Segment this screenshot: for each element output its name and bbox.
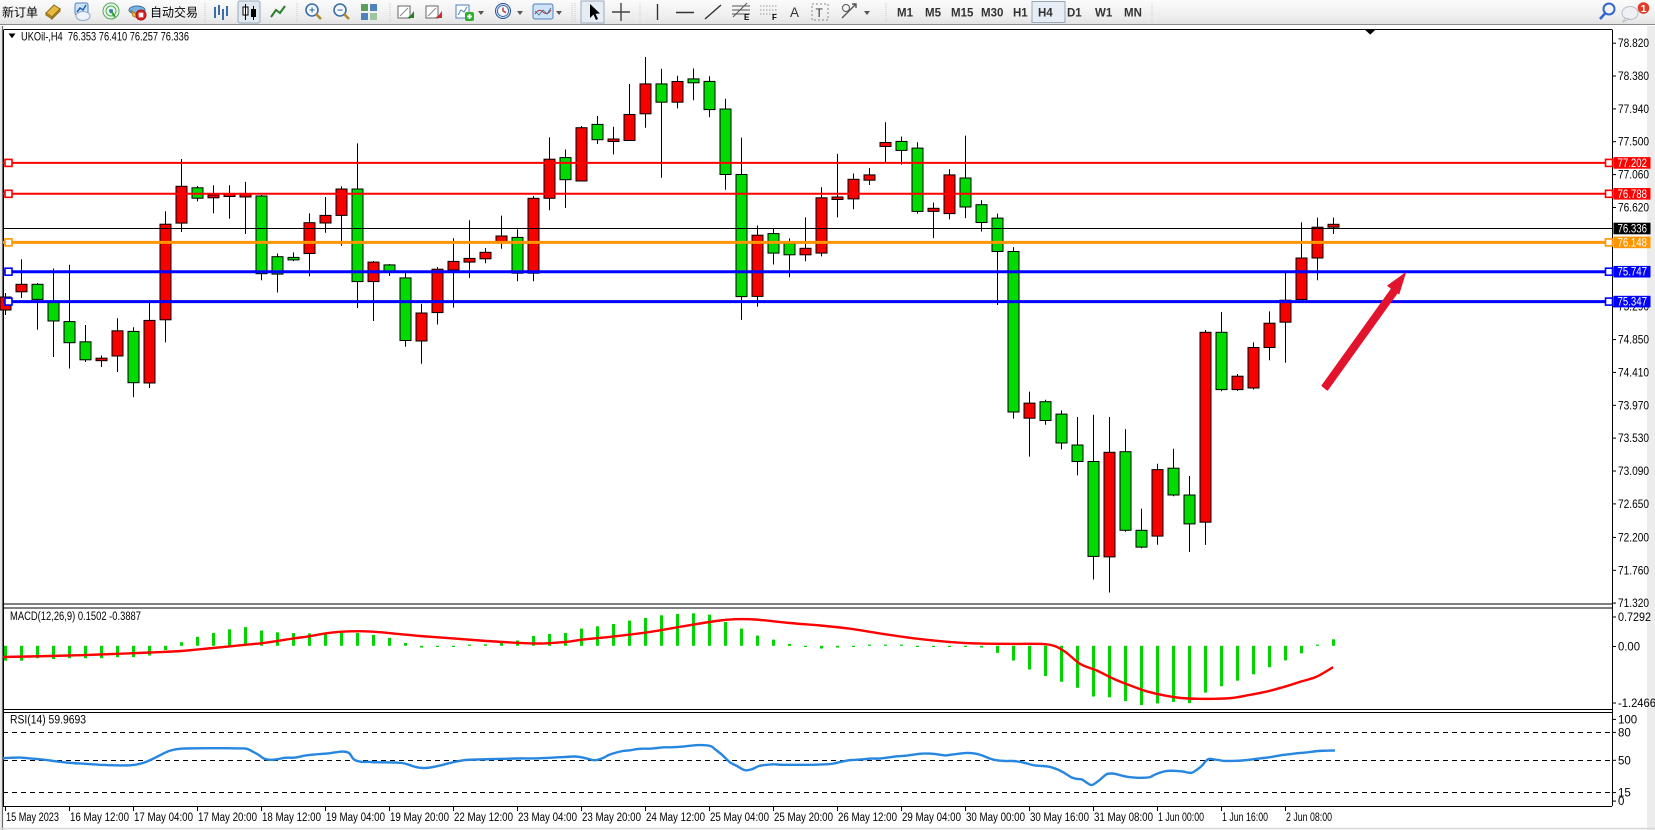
svg-text:73.090: 73.090 <box>1618 466 1649 478</box>
svg-text:75.347: 75.347 <box>1618 297 1648 309</box>
svg-text:RSI(14) 59.9693: RSI(14) 59.9693 <box>10 715 86 727</box>
svg-text:72.200: 72.200 <box>1618 532 1649 544</box>
svg-text:W1: W1 <box>1095 8 1113 20</box>
svg-text:73.530: 73.530 <box>1618 433 1649 445</box>
svg-text:73.970: 73.970 <box>1618 400 1649 412</box>
svg-text:16 May 12:00: 16 May 12:00 <box>70 812 129 824</box>
svg-text:M5: M5 <box>925 8 942 20</box>
svg-text:76.788: 76.788 <box>1618 189 1648 201</box>
svg-text:-1.2466: -1.2466 <box>1618 698 1655 710</box>
svg-text:24 May 12:00: 24 May 12:00 <box>646 812 705 824</box>
svg-text:2 Jun 08:00: 2 Jun 08:00 <box>1286 812 1332 824</box>
svg-text:MN: MN <box>1124 8 1142 20</box>
svg-text:+: + <box>309 6 315 17</box>
svg-text:0.00: 0.00 <box>1618 642 1640 654</box>
svg-text:H1: H1 <box>1013 8 1028 20</box>
svg-text:19 May 04:00: 19 May 04:00 <box>326 812 385 824</box>
svg-text:17 May 04:00: 17 May 04:00 <box>134 812 193 824</box>
svg-text:15 May 2023: 15 May 2023 <box>6 812 59 824</box>
svg-text:76.148: 76.148 <box>1618 237 1648 249</box>
svg-text:30 May 16:00: 30 May 16:00 <box>1030 812 1089 824</box>
svg-text:77.940: 77.940 <box>1618 104 1649 116</box>
svg-text:25 May 20:00: 25 May 20:00 <box>774 812 833 824</box>
svg-text:77.060: 77.060 <box>1618 170 1649 182</box>
svg-text:77.500: 77.500 <box>1618 137 1649 149</box>
svg-text:100: 100 <box>1618 714 1637 726</box>
svg-text:74.410: 74.410 <box>1618 367 1649 379</box>
svg-text:0.7292: 0.7292 <box>1618 612 1651 624</box>
svg-text:1 Jun 00:00: 1 Jun 00:00 <box>1158 812 1204 824</box>
svg-text:A: A <box>790 5 799 20</box>
svg-text:80: 80 <box>1618 727 1631 739</box>
svg-text:自动交易: 自动交易 <box>150 5 198 20</box>
svg-text:−: − <box>337 6 343 17</box>
svg-text:23 May 04:00: 23 May 04:00 <box>518 812 577 824</box>
svg-text:72.650: 72.650 <box>1618 499 1649 511</box>
svg-text:75.747: 75.747 <box>1618 267 1648 279</box>
svg-text:78.820: 78.820 <box>1618 38 1649 50</box>
svg-text:77.202: 77.202 <box>1618 158 1648 170</box>
svg-text:UKOil-,H4 76.353 76.410 76.25: UKOil-,H4 76.353 76.410 76.257 76.336 <box>21 30 189 44</box>
svg-text:M1: M1 <box>897 8 914 20</box>
svg-text:76.620: 76.620 <box>1618 203 1649 215</box>
svg-text:1 Jun 16:00: 1 Jun 16:00 <box>1222 812 1268 824</box>
svg-text:71.320: 71.320 <box>1618 598 1649 610</box>
svg-text:D1: D1 <box>1067 8 1082 20</box>
svg-text:新订单: 新订单 <box>2 5 38 20</box>
svg-text:15: 15 <box>1618 788 1631 800</box>
svg-text:0: 0 <box>1618 796 1624 808</box>
svg-text:50: 50 <box>1618 755 1631 767</box>
svg-text:74.850: 74.850 <box>1618 335 1649 347</box>
svg-text:76.336: 76.336 <box>1618 224 1648 236</box>
svg-text:19 May 20:00: 19 May 20:00 <box>390 812 449 824</box>
svg-text:30 May 00:00: 30 May 00:00 <box>966 812 1025 824</box>
svg-text:M30: M30 <box>981 8 1003 20</box>
svg-text:18 May 12:00: 18 May 12:00 <box>262 812 321 824</box>
svg-text:78.380: 78.380 <box>1618 71 1649 83</box>
svg-text:M15: M15 <box>951 8 974 20</box>
svg-text:1: 1 <box>1641 3 1647 15</box>
svg-text:71.760: 71.760 <box>1618 565 1649 577</box>
svg-text:29 May 04:00: 29 May 04:00 <box>902 812 961 824</box>
svg-text:26 May 12:00: 26 May 12:00 <box>838 812 897 824</box>
svg-text:H4: H4 <box>1038 8 1053 20</box>
svg-text:31 May 08:00: 31 May 08:00 <box>1094 812 1153 824</box>
svg-text:17 May 20:00: 17 May 20:00 <box>198 812 257 824</box>
svg-text:T: T <box>816 6 824 20</box>
svg-text:22 May 12:00: 22 May 12:00 <box>454 812 513 824</box>
svg-text:25 May 04:00: 25 May 04:00 <box>710 812 769 824</box>
svg-text:23 May 20:00: 23 May 20:00 <box>582 812 641 824</box>
svg-text:MACD(12,26,9) 0.1502 -0.3887: MACD(12,26,9) 0.1502 -0.3887 <box>10 611 141 623</box>
svg-text:E: E <box>744 13 750 22</box>
svg-text:F: F <box>772 13 777 22</box>
